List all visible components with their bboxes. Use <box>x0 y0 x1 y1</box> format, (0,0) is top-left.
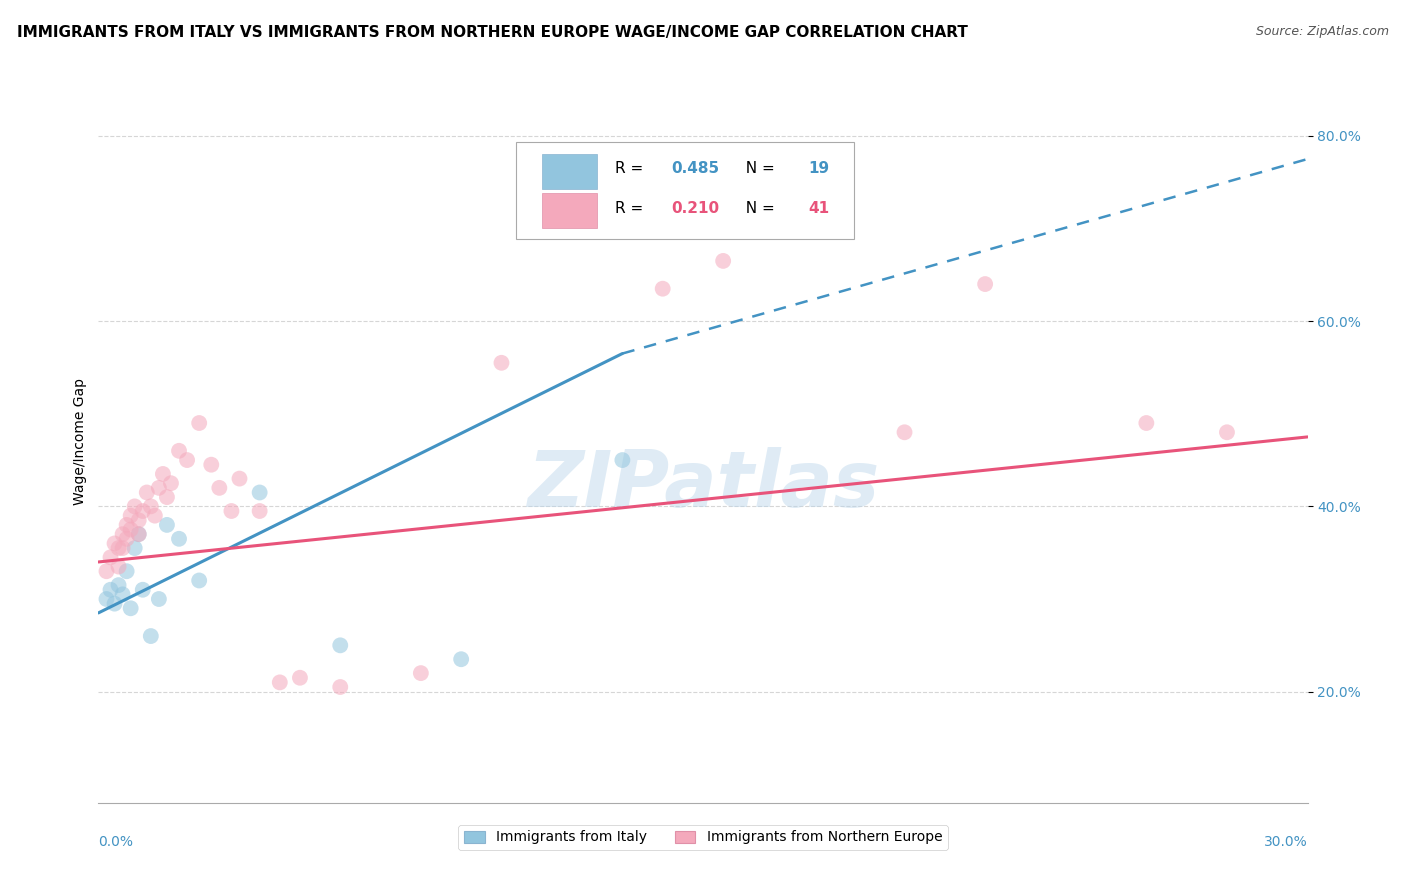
Point <box>128 527 150 541</box>
Point <box>115 517 138 532</box>
Point <box>188 416 211 430</box>
Text: Source: ZipAtlas.com: Source: ZipAtlas.com <box>1256 25 1389 38</box>
Point <box>1216 425 1239 440</box>
Point <box>208 481 231 495</box>
Point <box>128 513 150 527</box>
Point <box>974 277 997 291</box>
Point <box>111 527 134 541</box>
Point <box>269 675 291 690</box>
Point <box>188 574 211 588</box>
Text: IMMIGRANTS FROM ITALY VS IMMIGRANTS FROM NORTHERN EUROPE WAGE/INCOME GAP CORRELA: IMMIGRANTS FROM ITALY VS IMMIGRANTS FROM… <box>17 25 967 40</box>
Text: ZIPatlas: ZIPatlas <box>527 447 879 523</box>
Text: 0.485: 0.485 <box>672 161 720 177</box>
Point <box>409 666 432 681</box>
Point <box>148 592 170 607</box>
Text: 30.0%: 30.0% <box>1264 835 1308 849</box>
Point <box>120 523 142 537</box>
Point <box>893 425 915 440</box>
Point <box>200 458 222 472</box>
Point <box>107 559 129 574</box>
Point <box>329 638 352 652</box>
Point <box>221 504 243 518</box>
Point <box>651 282 673 296</box>
Point <box>167 532 190 546</box>
Point <box>100 582 122 597</box>
Point <box>160 476 183 491</box>
Text: R =: R = <box>614 161 648 177</box>
Point <box>711 253 734 268</box>
Point <box>120 601 142 615</box>
Bar <box>543 154 596 189</box>
Text: 19: 19 <box>808 161 830 177</box>
Point <box>148 481 170 495</box>
Point <box>111 587 134 601</box>
FancyBboxPatch shape <box>516 142 855 239</box>
Point <box>450 652 472 666</box>
Point <box>132 582 155 597</box>
Point <box>132 504 155 518</box>
Point <box>115 532 138 546</box>
Point <box>96 592 118 607</box>
Point <box>120 508 142 523</box>
Point <box>135 485 157 500</box>
Point <box>329 680 352 694</box>
Point <box>167 443 190 458</box>
Point <box>139 629 162 643</box>
Point <box>156 490 179 504</box>
Point <box>124 500 146 514</box>
Point <box>100 550 122 565</box>
Point <box>228 472 250 486</box>
Point <box>249 504 271 518</box>
Text: N =: N = <box>735 161 779 177</box>
Point <box>103 536 125 550</box>
Point <box>143 508 166 523</box>
Point <box>111 541 134 555</box>
Text: 0.210: 0.210 <box>672 202 720 216</box>
Point <box>103 597 125 611</box>
Point <box>128 527 150 541</box>
Point <box>1135 416 1157 430</box>
Point <box>249 485 271 500</box>
Y-axis label: Wage/Income Gap: Wage/Income Gap <box>73 378 87 505</box>
Text: 41: 41 <box>808 202 830 216</box>
Text: N =: N = <box>735 202 779 216</box>
Point <box>139 500 162 514</box>
Text: R =: R = <box>614 202 648 216</box>
Bar <box>543 194 596 227</box>
Point <box>115 564 138 578</box>
Point <box>491 356 513 370</box>
Point <box>107 541 129 555</box>
Legend: Immigrants from Italy, Immigrants from Northern Europe: Immigrants from Italy, Immigrants from N… <box>458 825 948 850</box>
Point <box>96 564 118 578</box>
Point <box>156 517 179 532</box>
Point <box>612 453 634 467</box>
Point <box>288 671 311 685</box>
Point <box>107 578 129 592</box>
Point <box>124 541 146 555</box>
Point <box>152 467 174 481</box>
Point <box>176 453 198 467</box>
Text: 0.0%: 0.0% <box>98 835 134 849</box>
